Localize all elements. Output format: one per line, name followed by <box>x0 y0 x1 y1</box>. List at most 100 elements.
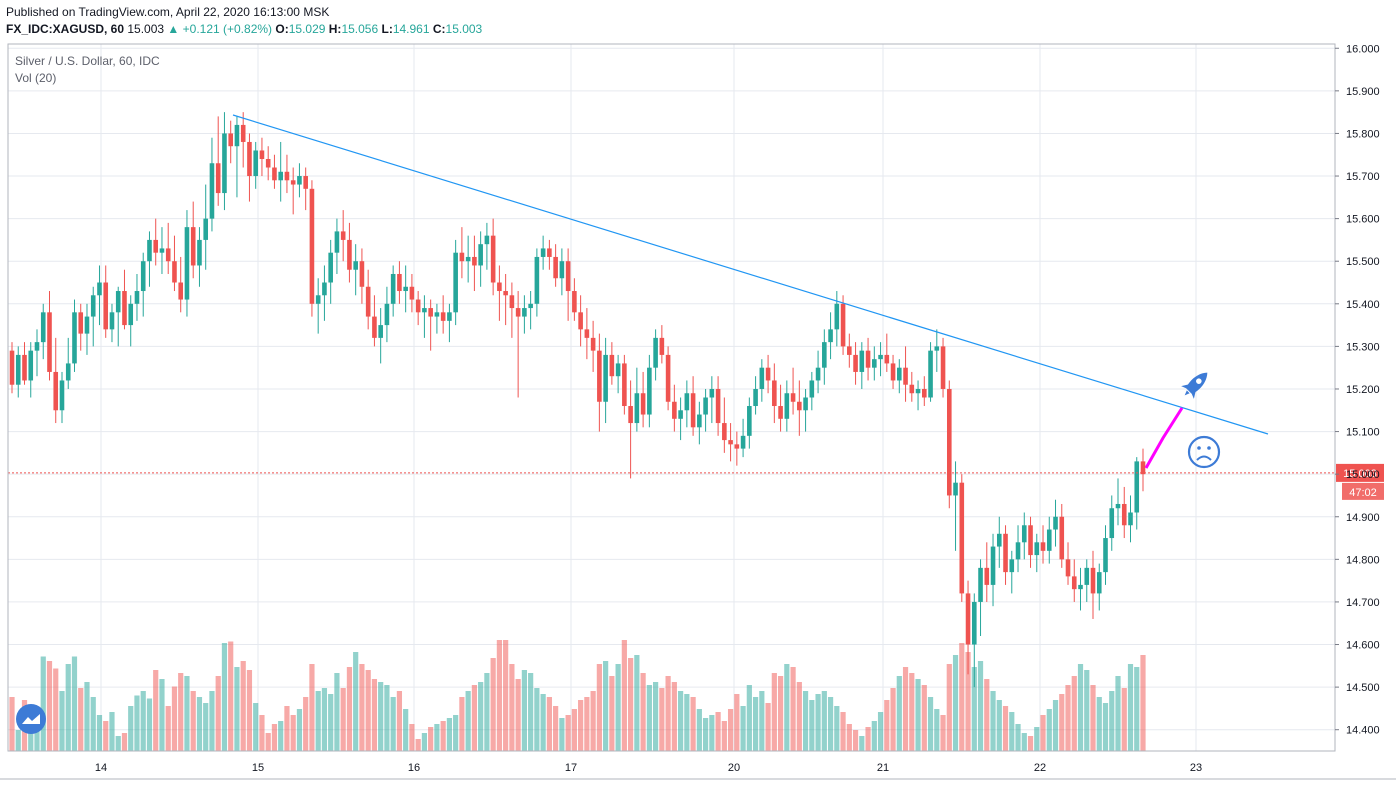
volume-bar <box>977 661 984 751</box>
volume-bar <box>877 712 884 751</box>
candle-body <box>97 282 102 296</box>
x-tick-label: 20 <box>728 762 740 774</box>
volume-bar <box>734 694 740 751</box>
candle-body <box>822 342 827 368</box>
candle-body <box>209 163 215 219</box>
volume-bar <box>284 706 290 751</box>
candle-body <box>40 312 46 343</box>
volume-bar <box>915 679 921 751</box>
candle-body <box>1003 533 1008 573</box>
candle-body <box>172 261 177 283</box>
volume-bar <box>471 685 477 751</box>
candle-body <box>509 295 515 309</box>
candle-body <box>290 180 296 185</box>
volume-bar <box>653 682 659 751</box>
candle-body <box>284 171 290 181</box>
volume-bar <box>940 715 946 751</box>
candle-body <box>153 239 159 253</box>
candle-body <box>472 256 477 266</box>
volume-bar <box>902 667 909 751</box>
volume-bar <box>909 673 915 751</box>
volume-bar <box>959 643 965 751</box>
volume-bar <box>140 691 146 751</box>
candle-body <box>403 286 408 292</box>
volume-bar <box>628 658 634 751</box>
candle-body <box>397 273 402 292</box>
y-tick-label: 14.700 <box>1346 597 1380 609</box>
candle-body <box>384 303 390 326</box>
volume-bar <box>334 673 340 751</box>
volume-bar <box>359 664 365 751</box>
volume-bar <box>65 664 71 751</box>
volume-bar <box>90 697 96 751</box>
candle-body <box>128 303 134 326</box>
volume-bar <box>259 715 265 751</box>
candle-body <box>109 312 115 330</box>
candle-body <box>328 252 333 283</box>
volume-bar <box>934 709 940 751</box>
volume-bar <box>59 691 65 751</box>
candle-body <box>940 346 946 389</box>
volume-bar <box>503 640 509 751</box>
high-label: H: <box>328 22 342 36</box>
volume-bar <box>240 661 246 751</box>
candle-body <box>665 354 671 402</box>
candle-body <box>615 363 621 377</box>
volume-bar <box>571 709 577 751</box>
volume-bar <box>565 715 571 751</box>
last-price-label: 15.003 <box>127 22 165 36</box>
y-tick-label: 15.000 <box>1346 469 1380 481</box>
symbol-label: FX_IDC:XAGUSD, 60 <box>6 22 125 36</box>
volume-bar <box>278 721 284 751</box>
volume-bar <box>746 685 752 751</box>
x-tick-label: 14 <box>95 762 107 774</box>
volume-bar <box>296 709 303 751</box>
candle-body <box>178 282 184 300</box>
change-label: ▲ +0.121 (+0.82%) <box>167 22 273 36</box>
volume-bar <box>802 691 809 751</box>
candle-body <box>78 312 84 334</box>
volume-bar <box>121 733 128 751</box>
candle-body <box>434 312 440 317</box>
candle-body <box>190 227 196 266</box>
candle-body <box>359 261 365 287</box>
volume-bar <box>1065 685 1071 751</box>
candle-body <box>809 380 815 398</box>
candle-body <box>253 150 258 177</box>
low-value: 14.961 <box>392 22 430 36</box>
volume-bar <box>721 721 727 751</box>
candle-body <box>1084 567 1090 585</box>
x-tick-label: 17 <box>565 762 577 774</box>
candle-body <box>890 363 896 381</box>
candle-body <box>465 256 471 262</box>
candle-body <box>528 303 533 309</box>
volume-bar <box>109 712 115 751</box>
volume-bar <box>159 679 165 751</box>
y-tick-label: 16.000 <box>1346 43 1380 55</box>
y-tick-label: 14.600 <box>1346 640 1380 652</box>
chart-axes: 16.000 15.900 15.800 15.700 15.600 15.500 15.4… <box>0 43 1396 780</box>
countdown-box <box>1342 482 1384 500</box>
volume-bar <box>40 656 46 751</box>
candle-body <box>497 282 502 292</box>
volume-bar <box>1059 694 1065 751</box>
x-tick-label: 15 <box>252 762 264 774</box>
y-tick-label: 15.700 <box>1346 171 1380 183</box>
candle-body <box>728 440 733 445</box>
volume-bar <box>346 667 353 751</box>
volume-bar <box>434 724 440 751</box>
volume-bar <box>528 673 534 751</box>
candle-body <box>547 248 552 257</box>
candle-body <box>34 342 40 351</box>
candle-body <box>803 397 808 411</box>
candle-body <box>415 299 421 313</box>
volume-bar <box>846 724 852 751</box>
volume-bar <box>634 655 640 751</box>
volume-bar <box>553 706 559 751</box>
candle-body <box>753 388 758 407</box>
volume-bar <box>865 727 871 751</box>
volume-bar <box>71 656 78 751</box>
close-label: C: <box>432 22 446 36</box>
volume-bar <box>534 688 540 751</box>
